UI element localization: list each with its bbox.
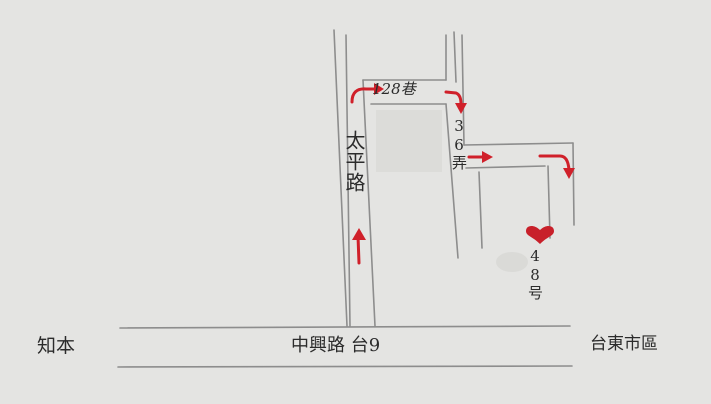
route-arrow-up-shaft	[356, 234, 361, 265]
destination-label: 48号	[526, 247, 544, 301]
route-arrow-right-head	[482, 151, 493, 163]
lane-128-upper-left-2	[453, 31, 457, 83]
taiping-road-left-edge-2	[345, 34, 351, 327]
lane-128-label: 128巷	[372, 80, 416, 98]
main-road-label: 中興路 台9	[291, 335, 381, 356]
route-arrow-up-head	[352, 228, 366, 240]
taiping-road-right-edge	[362, 79, 376, 327]
route-arrow-turn-down-shaft	[444, 90, 463, 106]
direction-right-label: 台東市區	[590, 334, 658, 354]
route-arrow-turn-right-head	[374, 83, 384, 95]
main-road-bottom-edge	[117, 365, 573, 368]
main-road-top-edge	[119, 325, 571, 329]
erased-smudge	[376, 110, 442, 172]
heart-icon	[526, 225, 554, 244]
erased-smudge-small	[496, 252, 528, 272]
direction-left-label: 知本	[37, 335, 76, 357]
vertical-road-label: 太平路	[342, 130, 366, 193]
route-arrow-turn-down-head	[455, 103, 467, 114]
route-arrow-final-turn-shaft	[538, 154, 571, 172]
route-arrow-turn-right-shaft	[350, 87, 378, 104]
alley-36-bottom-edge	[465, 165, 546, 169]
alley-36-label: 36弄	[450, 117, 468, 171]
alley-36-inner-right-edge	[547, 165, 551, 239]
alley-36-right-edge	[572, 142, 575, 226]
alley-36-inner-left-edge	[478, 171, 483, 249]
lane-128-right-edge	[461, 34, 465, 146]
route-arrow-final-turn-head	[563, 168, 575, 179]
alley-36-top-edge	[463, 142, 574, 146]
taiping-road-left-edge	[333, 29, 348, 327]
alley-36-left-edge	[445, 103, 459, 259]
